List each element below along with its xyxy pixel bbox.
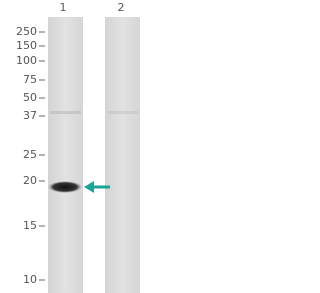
marker-label: 25 [23, 148, 37, 161]
lane-strip [105, 17, 140, 293]
lane-strip [48, 17, 83, 293]
marker-ladder: 250 150 100 75 50 37 25 20 15 10 [16, 25, 45, 286]
marker-label: 100 [16, 54, 37, 67]
marker-label: 20 [23, 174, 37, 187]
lane-label: 2 [118, 1, 125, 14]
blot-figure: 1 2 250 150 100 75 50 37 25 20 15 10 [0, 0, 150, 293]
marker-label: 37 [23, 109, 37, 122]
faint-band [50, 111, 81, 114]
marker-label: 10 [23, 273, 37, 286]
marker-label: 150 [16, 39, 37, 52]
faint-band [107, 111, 138, 114]
marker-label: 15 [23, 219, 37, 232]
marker-ticks [39, 31, 45, 281]
protein-band [48, 181, 82, 193]
marker-label: 75 [23, 73, 37, 86]
lane-label: 1 [60, 1, 67, 14]
arrow [84, 181, 110, 193]
marker-label: 250 [16, 25, 37, 38]
marker-label: 50 [23, 91, 37, 104]
